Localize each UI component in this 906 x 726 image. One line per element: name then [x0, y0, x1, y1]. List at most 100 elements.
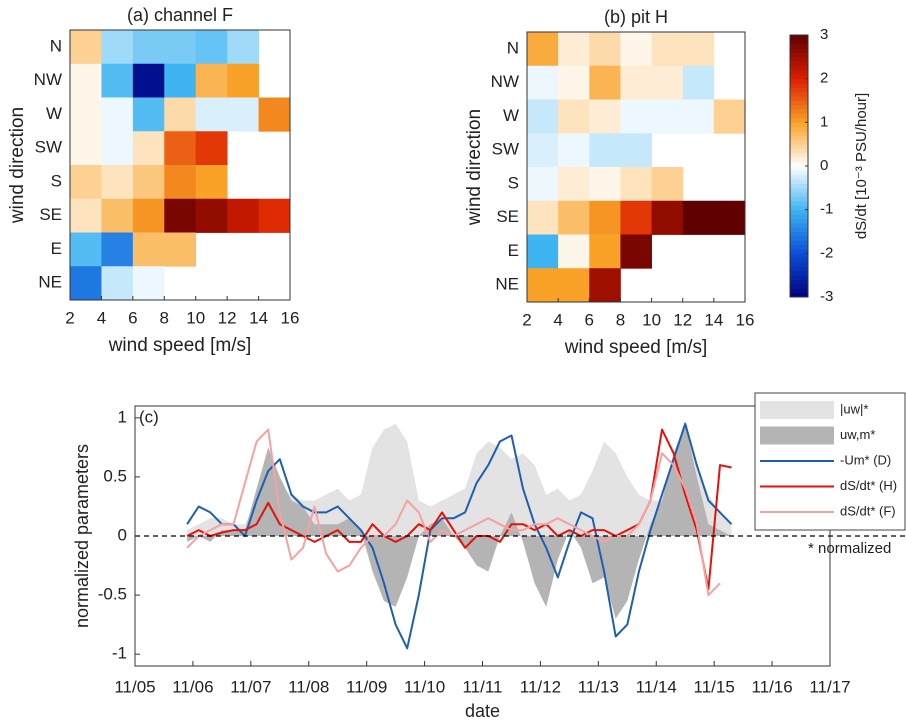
- y-tick-label: W: [46, 104, 62, 123]
- heat-cell: [101, 232, 134, 267]
- y-tick-label: S: [51, 171, 62, 190]
- colorbar-strip: [790, 196, 808, 202]
- colorbar-tick-label: 3: [820, 26, 828, 43]
- heat-cell: [651, 65, 684, 100]
- x-tick-label: 2: [522, 310, 531, 329]
- colorbar-tick-label: -2: [820, 244, 833, 261]
- heat-cell: [227, 97, 259, 132]
- colorbar-strip: [790, 209, 808, 215]
- y-tick-label: N: [507, 38, 519, 57]
- heat-cell: [682, 32, 715, 67]
- colorbar-strip: [790, 61, 808, 67]
- heat-cell: [651, 99, 684, 134]
- x-tick-label: 11/11: [462, 677, 502, 696]
- heat-cell: [101, 131, 134, 166]
- plot-frame: [526, 31, 746, 303]
- colorbar-strip: [790, 161, 808, 167]
- heat-cell: [164, 198, 197, 233]
- heat-cell: [195, 198, 228, 233]
- colorbar-strip: [790, 39, 808, 45]
- heat-cell: [132, 97, 165, 132]
- heat-cell: [527, 167, 559, 202]
- colorbar-strip: [790, 139, 808, 145]
- heat-cell: [164, 97, 197, 132]
- x-tick-label: 6: [128, 308, 137, 327]
- heat-cell: [70, 30, 102, 65]
- heat-cell: [527, 268, 559, 303]
- colorbar-strip: [790, 262, 808, 267]
- colorbar-strip: [790, 275, 808, 281]
- colorbar-strip: [790, 248, 808, 254]
- legend: |uw|* uw,m* -Um* (D) dS/dt* (H) dS/dt* (F): [754, 392, 906, 531]
- y-tick-label: NE: [495, 275, 519, 294]
- heat-cell: [589, 200, 621, 235]
- colorbar-strip: [790, 104, 808, 110]
- colorbar-strip: [790, 187, 808, 193]
- heat-cell: [651, 167, 684, 202]
- heat-cell: [164, 165, 197, 200]
- heat-cell: [227, 63, 259, 98]
- colorbar-strip: [790, 56, 808, 62]
- x-tick-label: 11/06: [172, 677, 213, 696]
- colorbar-strip: [790, 117, 808, 123]
- y-tick-label: -0.5: [98, 585, 127, 604]
- y-tick-label: SE: [496, 207, 519, 226]
- colorbar-strip: [790, 240, 808, 246]
- y-tick-label: N: [50, 36, 62, 55]
- heat-cell: [164, 232, 197, 267]
- legend-label: uw,m*: [840, 427, 875, 442]
- heat-cell: [101, 30, 134, 65]
- colorbar-strip: [790, 87, 808, 93]
- colorbar-strip: [790, 279, 808, 285]
- y-tick-label: NW: [491, 72, 519, 91]
- y-tick-label: W: [503, 106, 519, 125]
- heat-cell: [558, 234, 590, 269]
- y-tick-label: SW: [35, 138, 62, 157]
- y-axis-label: wind direction: [464, 109, 485, 226]
- colorbar-strip: [790, 157, 808, 163]
- colorbar-strip: [790, 135, 808, 141]
- colorbar-tick-label: 2: [820, 70, 828, 87]
- area: [187, 423, 732, 619]
- x-tick-label: 11/12: [520, 677, 561, 696]
- colorbar-strip: [790, 91, 808, 97]
- x-tick-label: 11/15: [694, 677, 735, 696]
- heat-cell: [558, 65, 590, 100]
- heat-cell: [101, 63, 134, 98]
- heat-cell: [589, 268, 621, 303]
- heat-cell: [195, 97, 228, 132]
- colorbar-strip: [790, 144, 808, 150]
- heat-cell: [527, 234, 559, 269]
- y-tick-label: -1: [112, 644, 127, 663]
- heat-cell: [620, 200, 652, 235]
- heat-cell: [558, 268, 590, 303]
- heat-cell: [101, 97, 134, 132]
- plot-frame: [69, 29, 291, 301]
- colorbar-strip: [790, 96, 808, 101]
- colorbar-strip: [790, 227, 808, 232]
- heat-cell: [195, 63, 228, 98]
- x-tick-label: 11/13: [578, 677, 619, 696]
- heat-cell: [70, 232, 102, 267]
- colorbar-strip: [790, 166, 808, 171]
- colorbar-strip: [790, 43, 808, 49]
- heat-cell: [713, 200, 746, 235]
- x-tick-label: 6: [585, 310, 594, 329]
- colorbar-strip: [790, 179, 808, 184]
- colorbar-strip: [790, 122, 808, 128]
- legend-label: |uw|*: [840, 401, 868, 416]
- y-tick-label: SE: [39, 205, 62, 224]
- heat-cell: [195, 131, 228, 166]
- colorbar-strip: [790, 148, 808, 154]
- heat-cell: [558, 200, 590, 235]
- heat-cell: [164, 30, 197, 65]
- x-axis-label: date: [465, 701, 500, 721]
- colorbar-strip: [790, 292, 808, 298]
- heat-cell: [70, 165, 102, 200]
- x-tick-label: 4: [97, 308, 106, 327]
- colorbar-strip: [790, 192, 808, 198]
- heat-cell: [682, 99, 715, 134]
- x-tick-label: 11/09: [346, 677, 387, 696]
- colorbar-tick-label: -3: [820, 288, 833, 305]
